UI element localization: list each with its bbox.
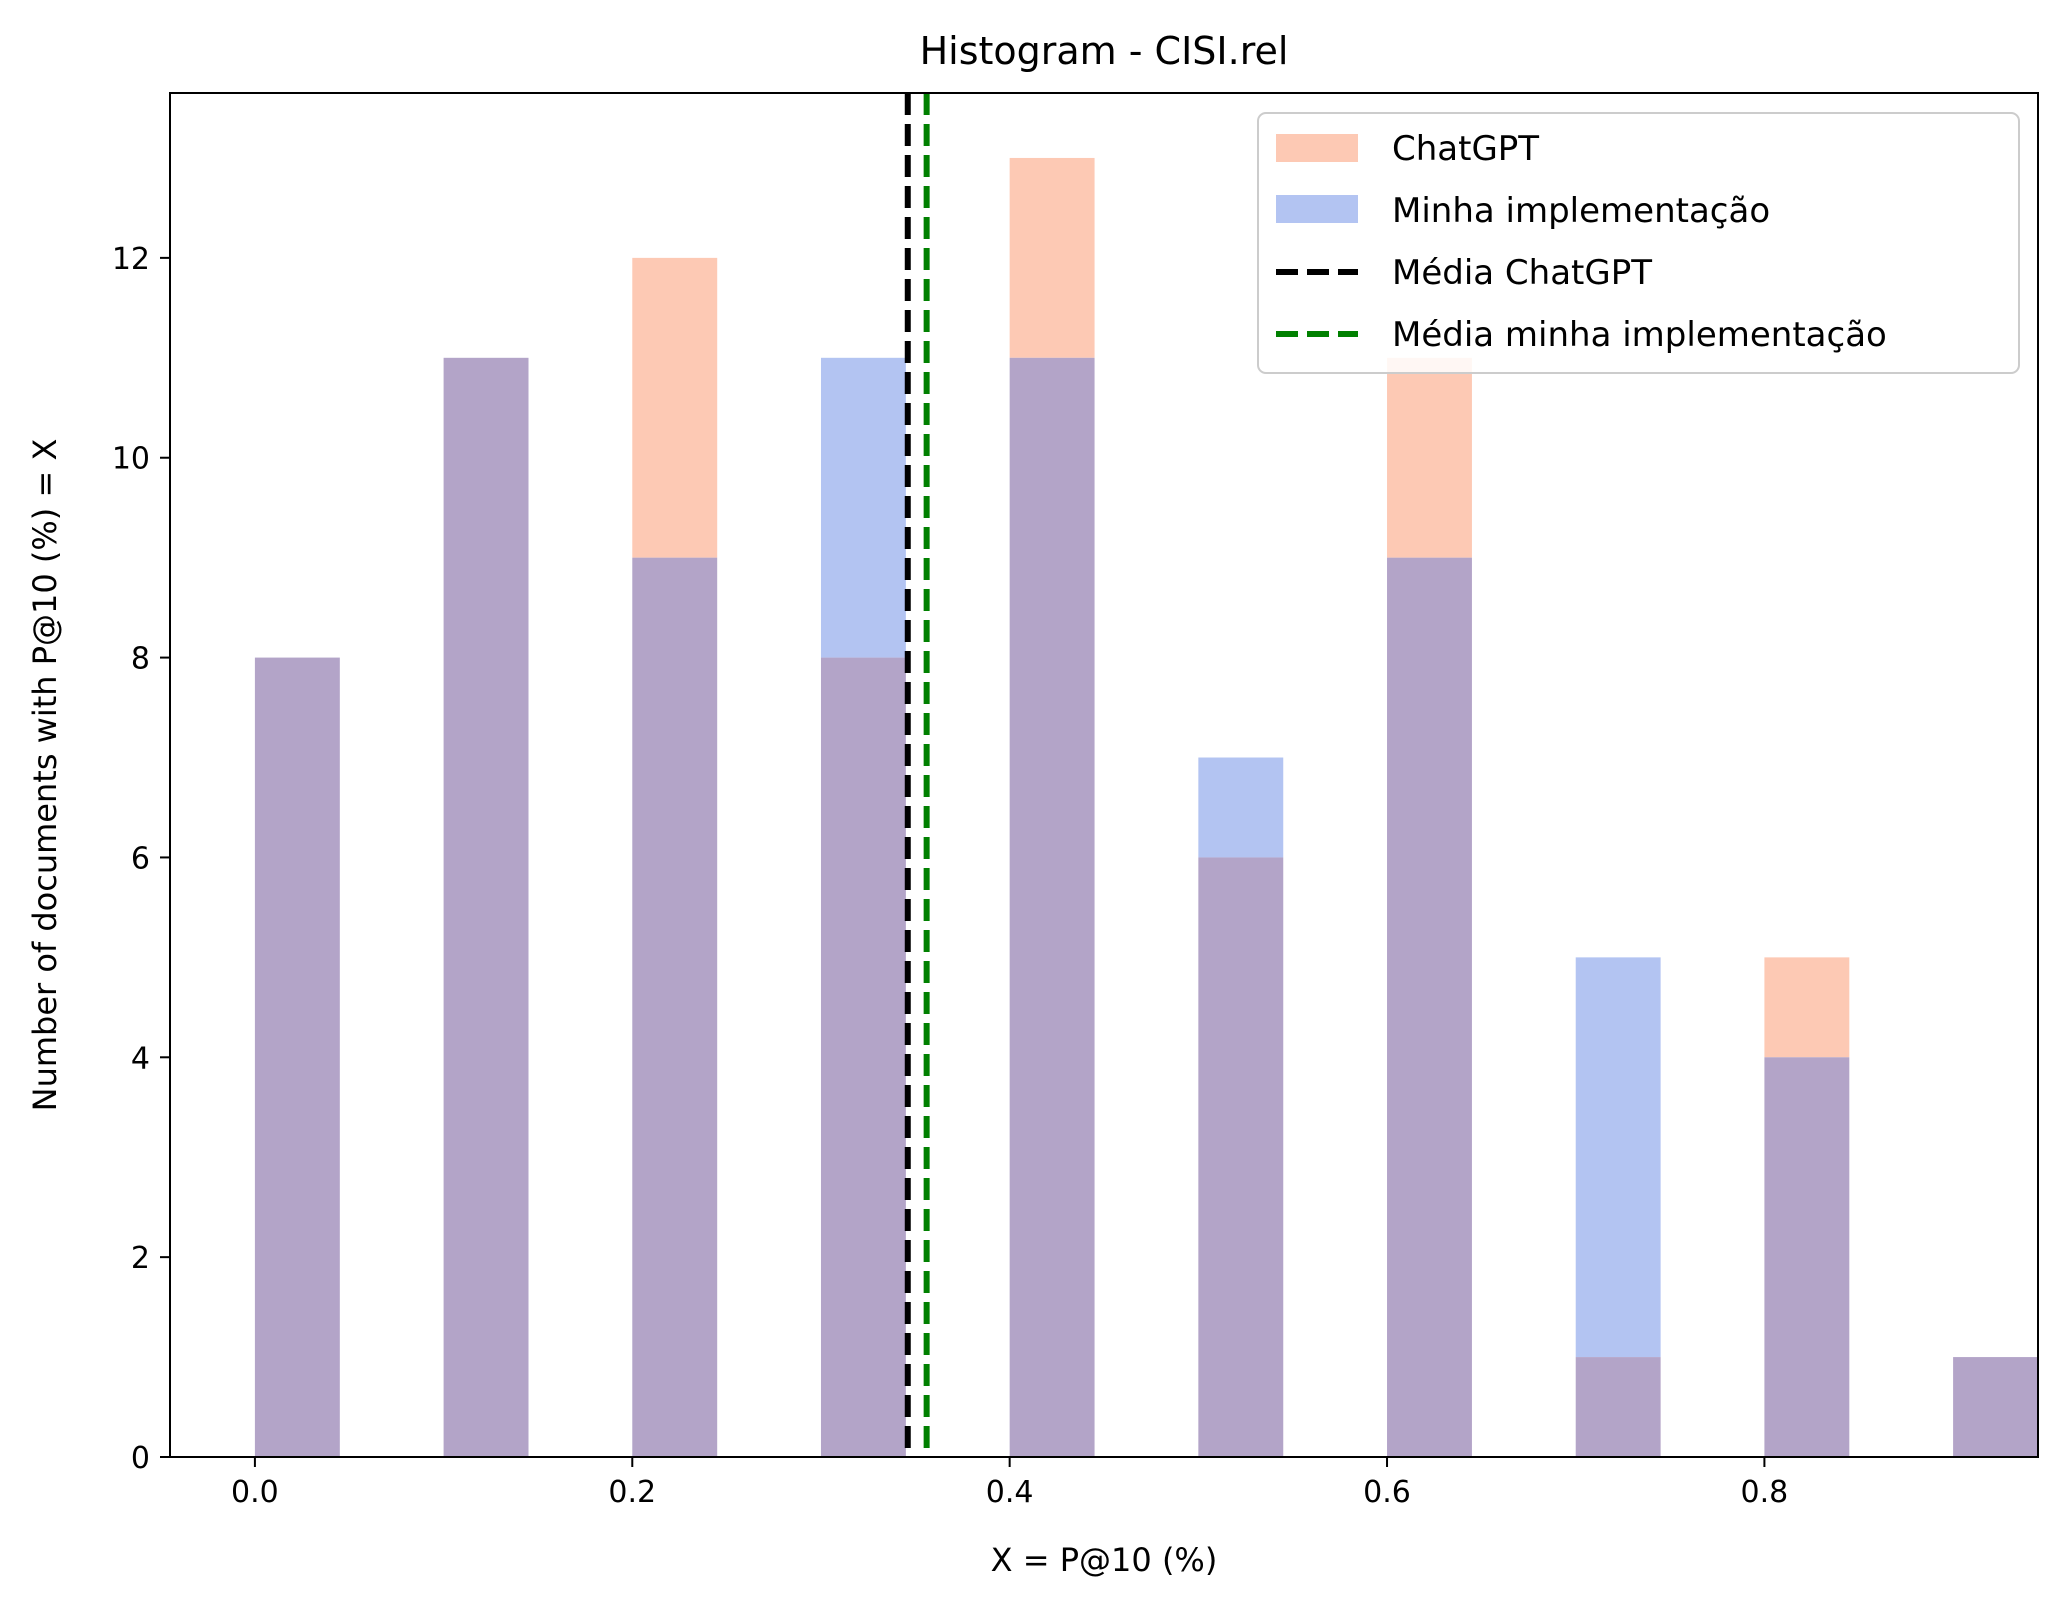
- legend: ChatGPT Minha implementação Média ChatGP…: [1257, 112, 2020, 374]
- bar-overlap: [1009, 357, 1095, 1457]
- legend-frame: [1257, 112, 2020, 374]
- bar-chatgpt-excess: [1009, 157, 1095, 358]
- y-tick-label: 10: [112, 442, 150, 477]
- bar-minha-implementacao-excess: [1198, 757, 1284, 858]
- bar-overlap: [1764, 1057, 1850, 1457]
- y-tick-label: 6: [131, 841, 150, 876]
- x-axis-label: X = P@10 (%): [991, 1541, 1218, 1579]
- bar-chatgpt-excess: [632, 257, 718, 558]
- legend-label-chatgpt: ChatGPT: [1392, 129, 1539, 169]
- bar-overlap: [254, 657, 340, 1457]
- x-tick-label: 0.8: [1741, 1475, 1789, 1510]
- bar-overlap: [632, 557, 718, 1457]
- chart-title: Histogram - CISI.rel: [920, 29, 1289, 73]
- bar-overlap: [443, 357, 529, 1457]
- bar-chatgpt-excess: [1387, 357, 1472, 558]
- legend-swatch-minha-implementacao: [1276, 195, 1358, 223]
- y-tick-label: 12: [112, 242, 150, 277]
- x-tick-label: 0.0: [231, 1475, 279, 1510]
- x-axis-ticks: 0.0 0.2 0.4 0.6 0.8: [231, 1457, 1788, 1510]
- y-tick-label: 0: [131, 1441, 150, 1476]
- plot-frame: [169, 92, 2039, 1458]
- legend-label-media-minha-implementacao: Média minha implementação: [1392, 315, 1887, 355]
- x-tick-label: 0.2: [608, 1475, 656, 1510]
- bar-overlap: [1575, 1357, 1661, 1457]
- y-axis-label: Number of documents with P@10 (%) = X: [26, 439, 64, 1112]
- bar-overlap: [1953, 1357, 2038, 1457]
- bar-overlap: [1387, 557, 1472, 1457]
- y-axis-ticks: 0 2 4 6 8 10 12: [112, 242, 170, 1476]
- bar-overlap: [820, 657, 906, 1457]
- y-tick-label: 2: [131, 1241, 150, 1276]
- x-tick-label: 0.4: [986, 1475, 1034, 1510]
- legend-label-minha-implementacao: Minha implementação: [1392, 191, 1770, 231]
- bar-minha-implementacao-excess: [820, 357, 906, 658]
- legend-label-media-chatgpt: Média ChatGPT: [1392, 253, 1652, 293]
- x-tick-label: 0.6: [1363, 1475, 1411, 1510]
- bar-minha-implementacao-excess: [1575, 957, 1661, 1358]
- legend-swatch-chatgpt: [1276, 134, 1358, 162]
- y-tick-label: 4: [131, 1041, 150, 1076]
- bar-overlap: [1198, 857, 1284, 1457]
- bar-chatgpt-excess: [1764, 957, 1850, 1058]
- bars-group: [254, 157, 2038, 1457]
- y-tick-label: 8: [131, 642, 150, 677]
- mean-lines-group: [904, 93, 930, 1457]
